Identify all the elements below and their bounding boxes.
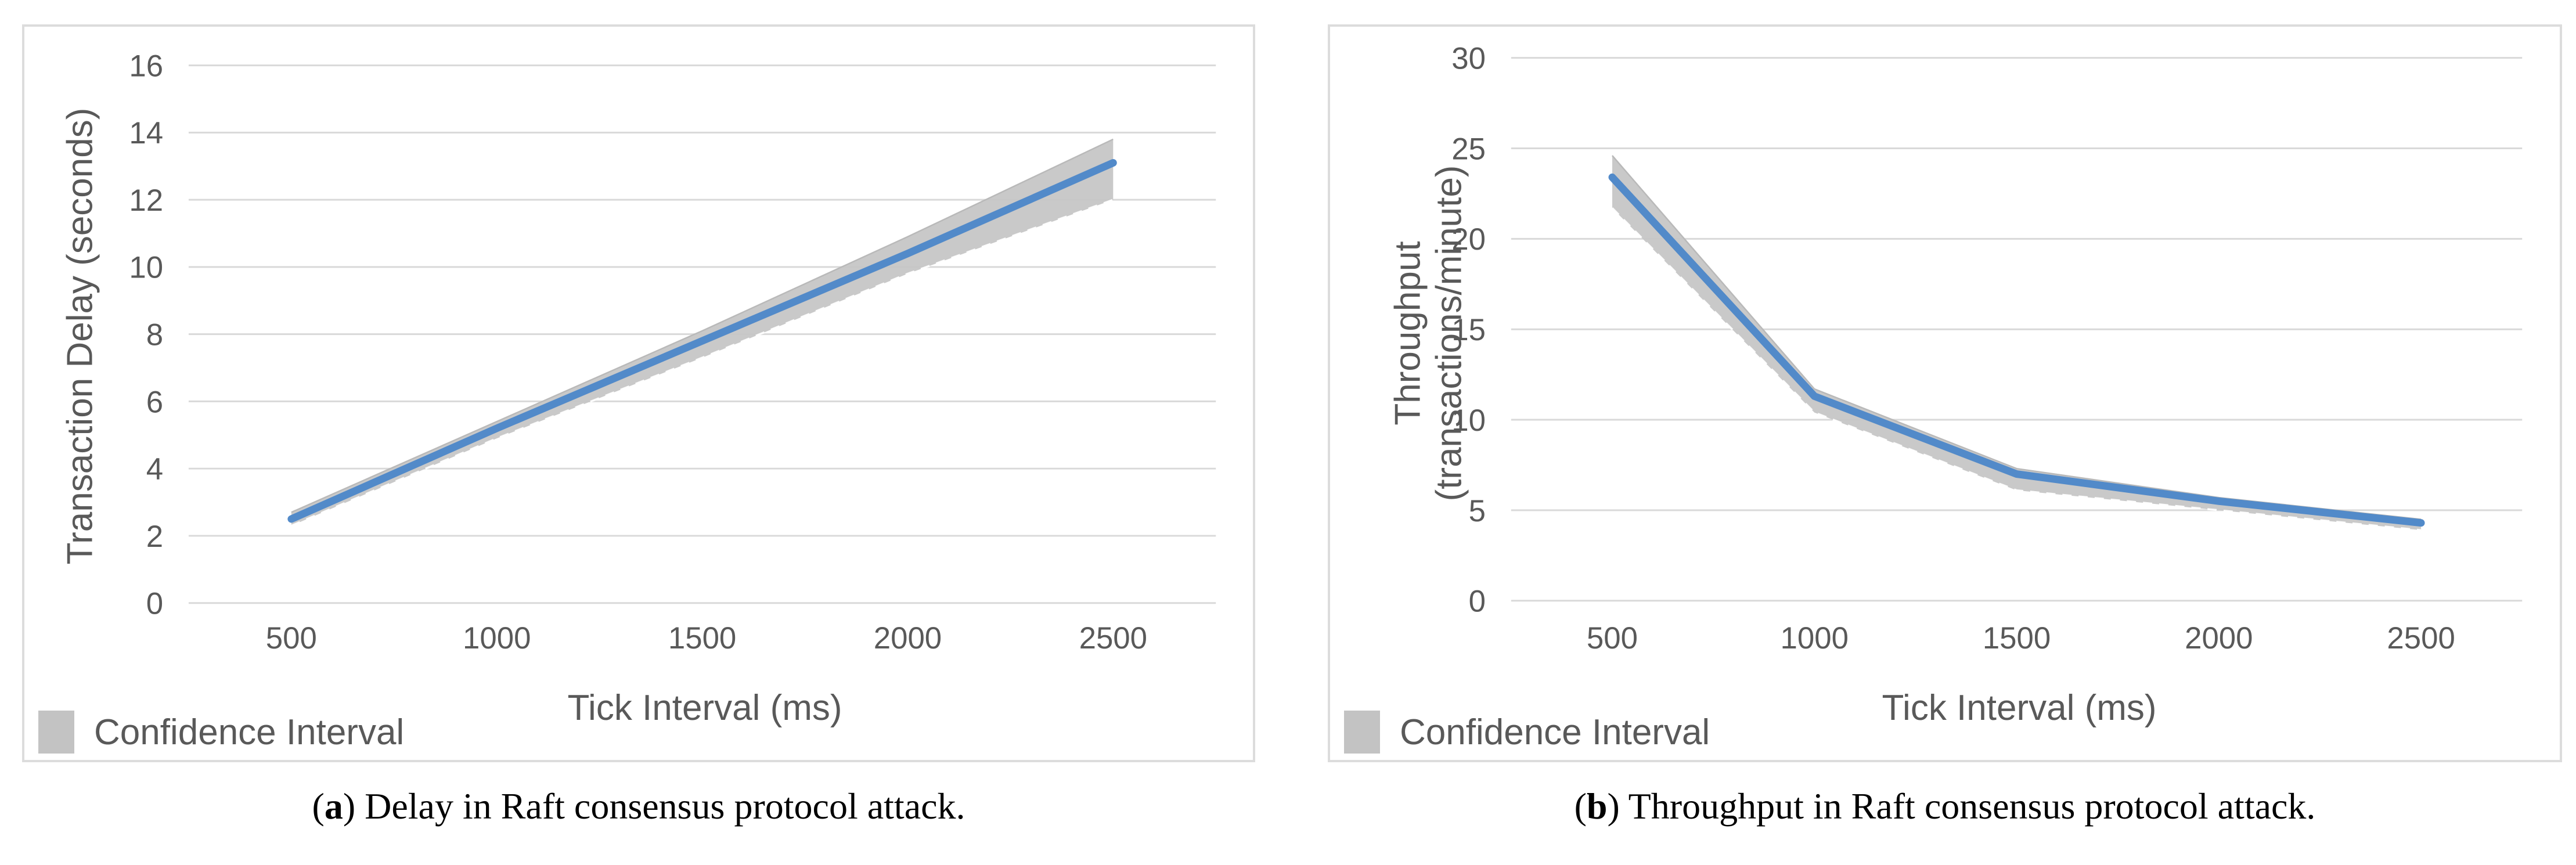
series-line	[1608, 173, 2425, 527]
confidence-interval-label: Confidence Interval	[1400, 712, 1710, 752]
confidence-interval-swatch	[38, 711, 74, 754]
delay-legend: Confidence Interval	[38, 711, 404, 754]
y-tick-label: 2	[146, 520, 163, 554]
confidence-interval-swatch	[1344, 711, 1380, 754]
series-line	[287, 158, 1117, 523]
x-tick-label: 2500	[2387, 621, 2455, 655]
caption-a-paren-close: )	[343, 785, 365, 827]
y-tick-label: 5	[1469, 494, 1486, 528]
y-tick-label: 15	[1451, 313, 1486, 347]
x-tick-label: 1000	[463, 621, 531, 655]
confidence-band-upper-edge	[1612, 155, 2422, 520]
x-tick-label: 1500	[668, 621, 736, 655]
x-tick-label: 500	[266, 621, 317, 655]
throughput-plot-area: 0 5 10 15 20 25 30 500 1000 1500 2000 2500	[1451, 42, 2523, 655]
x-tick-label: 2000	[874, 621, 942, 655]
x-tick-label: 2500	[1079, 621, 1147, 655]
caption-a-text: Delay in Raft consensus protocol attack.	[365, 785, 965, 827]
x-tick-label: 2000	[2185, 621, 2253, 655]
y-tick-label: 30	[1451, 42, 1486, 76]
y-tick-label: 0	[146, 587, 163, 621]
chart-panel-throughput: 0 5 10 15 20 25 30 500 1000 1500 2000 2500 Throughp…	[1328, 24, 2562, 762]
y-tick-label: 10	[129, 251, 163, 285]
delay-x-axis-title: Tick Interval (ms)	[567, 688, 842, 728]
caption-a-paren-open: (	[312, 785, 325, 827]
x-tick-label: 1000	[1781, 621, 1849, 655]
caption-a-letter: a	[324, 785, 343, 827]
y-tick-label: 10	[1451, 403, 1486, 438]
x-tick-label: 500	[1587, 621, 1638, 655]
y-tick-label: 4	[146, 452, 163, 486]
caption-a: (a) Delay in Raft consensus protocol att…	[22, 785, 1255, 828]
confidence-band-lower-dash	[1611, 207, 2422, 531]
y-tick-label: 12	[129, 183, 163, 218]
caption-b-paren-open: (	[1574, 785, 1587, 827]
confidence-band-upper-edge	[291, 138, 1114, 513]
confidence-interval-label: Confidence Interval	[94, 712, 405, 752]
y-tick-label: 16	[129, 49, 163, 84]
y-tick-label: 14	[129, 116, 163, 150]
y-tick-label: 6	[146, 385, 163, 419]
throughput-x-axis-title: Tick Interval (ms)	[1882, 688, 2157, 728]
y-tick-label: 20	[1451, 222, 1486, 257]
caption-b-paren-close: )	[1607, 785, 1629, 827]
x-tick-label: 1500	[1983, 621, 2051, 655]
chart-panel-delay: 0 2 4 6 8 10 12 14 16 500 1000 1500 2000 2500 Transac…	[22, 24, 1255, 762]
y-tick-label: 8	[146, 318, 163, 352]
y-tick-label: 25	[1451, 132, 1486, 166]
throughput-legend: Confidence Interval	[1344, 711, 1710, 754]
caption-b-letter: b	[1586, 785, 1608, 827]
y-tick-label: 0	[1469, 585, 1486, 619]
delay-plot-area: 0 2 4 6 8 10 12 14 16 500 1000 1500 2000 2500	[129, 49, 1216, 655]
confidence-band-lower-dash	[291, 199, 1114, 527]
caption-b: (b) Throughput in Raft consensus protoco…	[1328, 785, 2562, 828]
caption-b-text: Throughput in Raft consensus protocol at…	[1628, 785, 2316, 827]
